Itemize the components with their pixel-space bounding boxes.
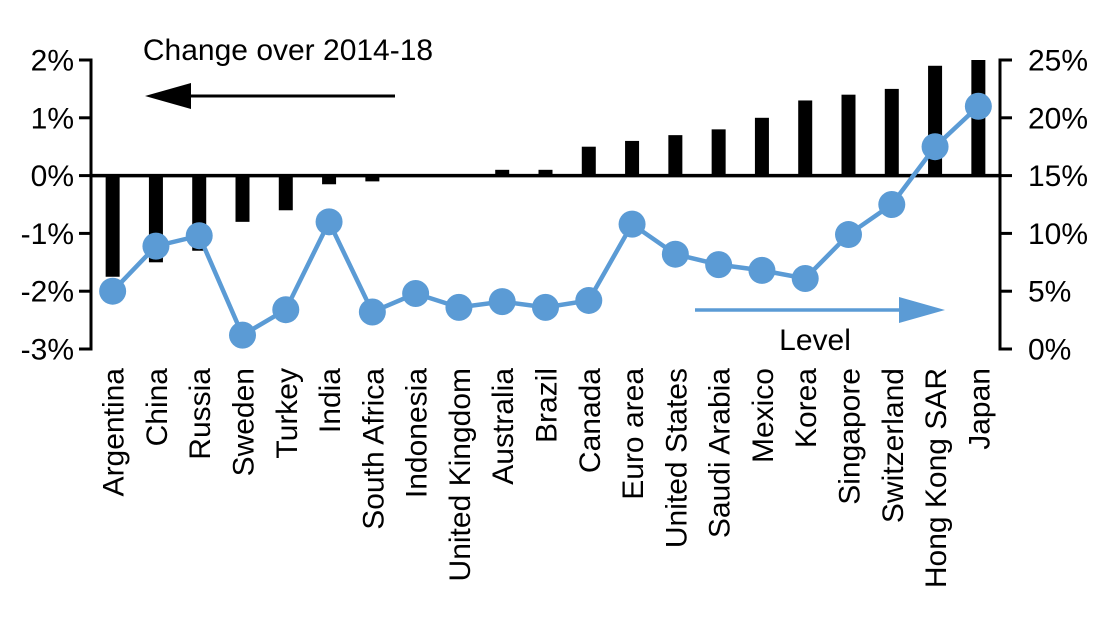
level-dot-united-states xyxy=(661,240,689,268)
left-axis-tick-label: -1% xyxy=(21,218,74,251)
level-right-arrow-icon xyxy=(899,297,945,323)
bar-korea xyxy=(798,100,813,176)
category-label-russia: Russia xyxy=(184,368,217,460)
right-axis-tick-label: 5% xyxy=(1028,276,1071,309)
level-dot-china xyxy=(142,232,170,260)
bar-india xyxy=(322,175,337,185)
category-label-united-states: United States xyxy=(660,368,693,548)
level-dot-sweden xyxy=(229,321,256,349)
bar-mexico xyxy=(754,117,769,176)
category-label-saudi-arabia: Saudi Arabia xyxy=(704,368,737,538)
level-dot-brazil xyxy=(532,293,559,321)
bar-south-africa xyxy=(365,175,380,182)
right-axis-tick-label: 10% xyxy=(1028,218,1088,251)
level-dot-turkey xyxy=(272,296,300,324)
left-axis-tick-label: 1% xyxy=(31,102,74,135)
category-label-canada: Canada xyxy=(574,368,607,473)
bar-series-label: Change over 2014-18 xyxy=(142,34,434,67)
category-label-argentina: Argentina xyxy=(98,368,131,497)
category-label-mexico: Mexico xyxy=(747,368,780,463)
bar-australia xyxy=(495,169,510,176)
level-dot-singapore xyxy=(835,221,862,249)
category-label-japan: Japan xyxy=(963,368,996,450)
category-label-china: China xyxy=(141,368,174,447)
category-label-singapore: Singapore xyxy=(834,368,867,505)
level-dot-canada xyxy=(575,286,603,314)
bar-euro-area xyxy=(625,140,640,176)
left-axis-tick-label: -2% xyxy=(21,276,74,309)
category-label-south-africa: South Africa xyxy=(357,368,390,530)
level-dot-japan xyxy=(964,92,992,120)
level-dot-indonesia xyxy=(402,280,430,308)
level-dot-australia xyxy=(488,288,516,316)
category-label-korea: Korea xyxy=(790,368,823,448)
level-dot-south-africa xyxy=(358,298,386,326)
bar-singapore xyxy=(841,94,856,176)
level-dot-argentina xyxy=(99,277,127,305)
line-series-label: Level xyxy=(779,324,851,357)
bar-sweden xyxy=(235,175,250,222)
bar-argentina xyxy=(105,175,120,277)
right-axis-tick-label: 0% xyxy=(1028,334,1071,367)
category-label-sweden: Sweden xyxy=(228,368,261,476)
category-label-euro-area: Euro area xyxy=(617,368,650,500)
level-dot-united-kingdom xyxy=(445,293,473,321)
left-axis-tick-label: 0% xyxy=(31,160,74,193)
level-dot-mexico xyxy=(748,256,776,284)
level-dot-saudi-arabia xyxy=(705,251,733,279)
level-dot-india xyxy=(315,208,343,236)
level-dot-russia xyxy=(185,222,213,250)
change-left-arrow-icon xyxy=(145,83,191,109)
level-dot-switzerland xyxy=(878,191,906,218)
bar-saudi-arabia xyxy=(711,129,726,176)
level-dot-korea xyxy=(791,264,819,292)
category-label-turkey: Turkey xyxy=(271,368,304,459)
left-axis-tick-label: -3% xyxy=(21,334,74,367)
level-dot-euro-area xyxy=(618,210,646,238)
level-dot-hong-kong-sar xyxy=(921,133,949,161)
bar-brazil xyxy=(538,169,553,176)
right-axis-tick-label: 15% xyxy=(1028,160,1088,193)
category-label-brazil: Brazil xyxy=(531,368,564,443)
bar-canada xyxy=(581,146,596,176)
category-label-indonesia: Indonesia xyxy=(401,368,434,498)
category-label-australia: Australia xyxy=(487,368,520,485)
left-axis-tick-label: 2% xyxy=(31,45,74,78)
bar-switzerland xyxy=(884,88,899,176)
bar-turkey xyxy=(278,175,293,211)
right-axis-tick-label: 25% xyxy=(1028,45,1088,78)
category-label-india: India xyxy=(314,368,347,433)
right-axis-tick-label: 20% xyxy=(1028,102,1088,135)
category-label-switzerland: Switzerland xyxy=(877,368,910,523)
category-label-united-kingdom: United Kingdom xyxy=(444,368,477,581)
category-label-hong-kong-sar: Hong Kong SAR xyxy=(920,368,953,588)
bar-united-states xyxy=(668,135,683,176)
